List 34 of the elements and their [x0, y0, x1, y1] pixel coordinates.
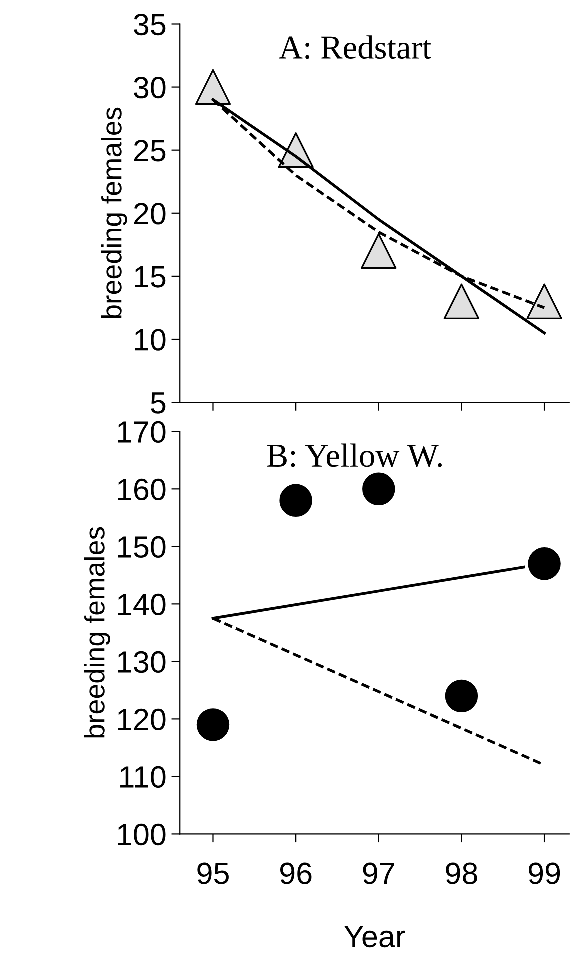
x-tick-label: 97	[363, 862, 394, 884]
chart-title: B: Yellow W.	[267, 444, 442, 468]
chart-title: A: Redstart	[279, 36, 432, 60]
y-tick-label: 25	[134, 140, 166, 162]
point	[526, 284, 562, 320]
y-tick-label: 170	[118, 421, 166, 444]
point	[195, 69, 232, 106]
y-tick-label: 140	[118, 594, 166, 616]
y-tick-label: 20	[134, 203, 166, 225]
point	[280, 484, 312, 518]
y-tick-label: 15	[135, 266, 166, 288]
y-tick-label: 30	[134, 77, 166, 99]
y-axis-title: breeding females	[84, 527, 110, 738]
point	[361, 233, 397, 270]
y-tick-label: 10	[135, 329, 166, 351]
y-tick-label: 110	[120, 766, 166, 788]
x-tick-label: 99	[528, 862, 560, 884]
x-tick-label: 95	[198, 862, 229, 884]
y-tick-label: 35	[134, 14, 166, 36]
point	[445, 680, 478, 713]
y-tick-label: 130	[118, 651, 166, 674]
y-tick-label: 160	[118, 478, 166, 501]
y-tick-label: 120	[118, 708, 166, 731]
point	[362, 472, 396, 506]
y-tick-label: 5	[151, 392, 166, 414]
y-tick-label: 150	[118, 536, 166, 558]
x-tick-label: 98	[446, 862, 478, 884]
y-axis-title: breeding females	[101, 108, 128, 318]
x-axis-title: Year	[344, 926, 406, 948]
x-tick-label: 96	[280, 862, 312, 884]
y-tick-label: 100	[118, 824, 166, 846]
point	[196, 708, 230, 742]
point	[528, 548, 561, 580]
point	[444, 284, 480, 320]
